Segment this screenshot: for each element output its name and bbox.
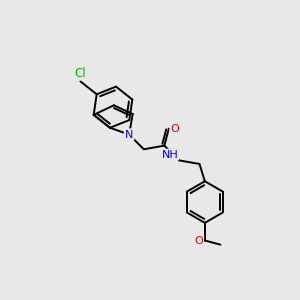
Text: O: O	[170, 124, 179, 134]
Text: O: O	[195, 236, 203, 245]
Text: N: N	[125, 130, 133, 140]
Text: NH: NH	[161, 150, 178, 160]
Text: Cl: Cl	[75, 67, 86, 80]
